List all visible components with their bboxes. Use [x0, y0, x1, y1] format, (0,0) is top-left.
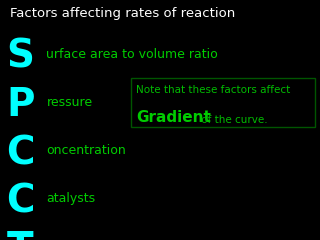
Text: ressure: ressure — [46, 96, 92, 109]
Text: Gradient: Gradient — [136, 110, 211, 125]
Text: C: C — [6, 182, 35, 220]
Text: atalysts: atalysts — [46, 192, 96, 205]
Text: urface area to volume ratio: urface area to volume ratio — [46, 48, 218, 61]
Text: C: C — [6, 134, 35, 172]
Text: T: T — [6, 230, 33, 240]
Text: P: P — [6, 86, 35, 124]
FancyBboxPatch shape — [131, 78, 315, 127]
Text: of the curve.: of the curve. — [198, 115, 268, 125]
Text: Note that these factors affect: Note that these factors affect — [136, 85, 290, 95]
Text: S: S — [6, 37, 35, 75]
Text: Factors affecting rates of reaction: Factors affecting rates of reaction — [10, 7, 235, 20]
Text: oncentration: oncentration — [46, 144, 126, 157]
